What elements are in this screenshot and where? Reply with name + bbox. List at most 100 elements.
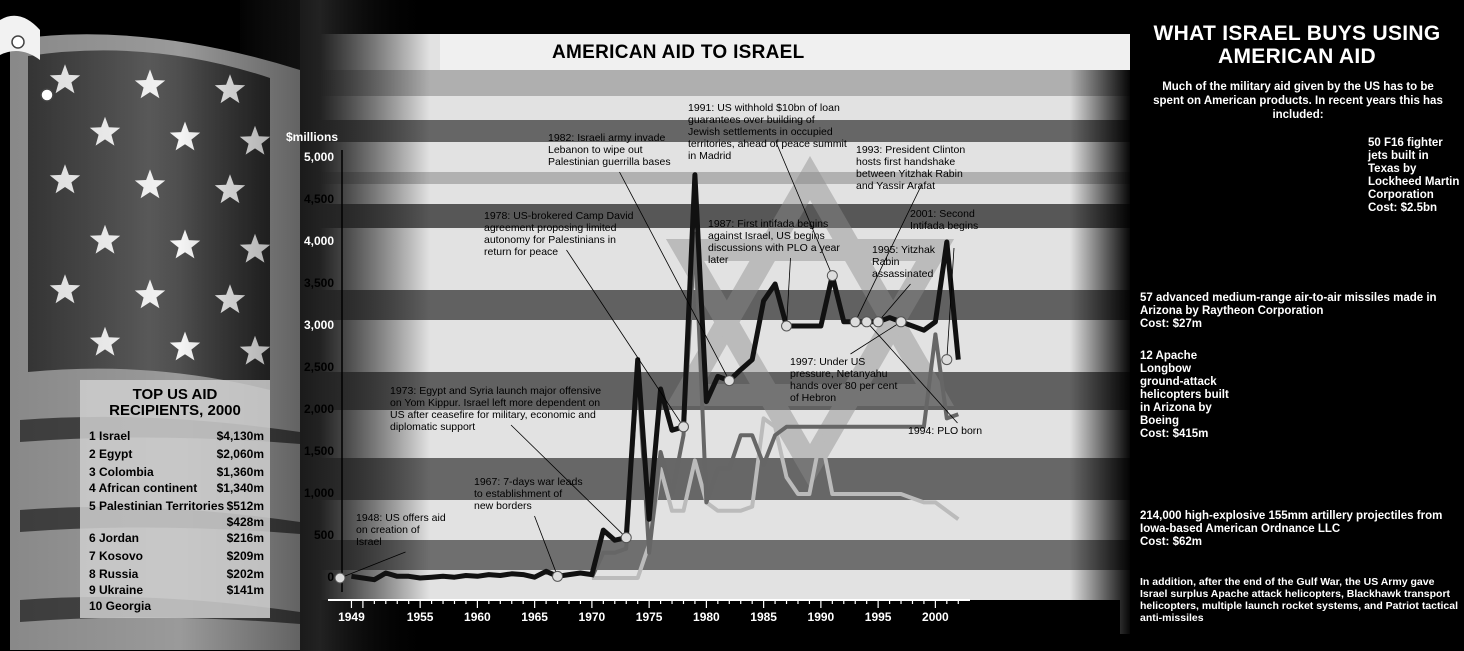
x-tick-label: 2000 xyxy=(922,610,949,624)
panel-footer: In addition, after the end of the Gulf W… xyxy=(1140,576,1459,624)
x-tick-label: 1985 xyxy=(750,610,777,624)
annotation-leader xyxy=(854,183,923,322)
recipient-name: 9 Ukraine xyxy=(89,583,144,597)
item-apache-desc: 12 Apache Longbow ground-attack helicopt… xyxy=(1140,350,1229,427)
annotation-marker xyxy=(723,375,735,387)
x-tick-label: 1949 xyxy=(338,610,365,624)
x-tick-label: 1960 xyxy=(464,610,491,624)
table-row: 4 African continent $1,340m xyxy=(82,481,268,499)
annotation-label: 1997: Under US pressure, Netanyahu hands… xyxy=(790,356,898,404)
recipient-name: 8 Russia xyxy=(89,567,139,581)
x-tick-label: 1980 xyxy=(693,610,720,624)
annotation-leader xyxy=(866,321,958,424)
item-apache-cost: Cost: $415m xyxy=(1140,428,1209,440)
table-row: 3 Colombia $1,360m xyxy=(82,465,268,483)
annotation-leader xyxy=(946,247,955,360)
annotation-leader xyxy=(877,283,911,323)
recipient-amount: $141m xyxy=(226,583,264,597)
recipient-name: 5 Palestinian Territories xyxy=(89,499,225,513)
table-title-line1: TOP US AID xyxy=(132,386,218,403)
annotation-marker xyxy=(620,532,632,544)
annotation-marker xyxy=(826,270,838,282)
annotation-marker xyxy=(781,320,793,332)
annotation-label: 1967: 7-days war leads to establishment … xyxy=(474,476,583,512)
plot-area xyxy=(328,141,970,608)
recipient-amount: $202m xyxy=(226,567,264,581)
annotation-label: 1973: Egypt and Syria launch major offen… xyxy=(390,385,602,433)
table-row: 8 Russia $202m xyxy=(82,567,268,585)
panel-title: WHAT ISRAEL BUYS USING AMERICAN AID xyxy=(1130,22,1464,68)
recipient-amount: $512m xyxy=(226,499,264,513)
recipient-amount: $4,130m xyxy=(216,429,264,443)
item-apache-text: 12 Apache Longbow ground-attack helicopt… xyxy=(1140,350,1236,441)
y-tick-label: 4,500 xyxy=(303,192,334,206)
annotation-leader xyxy=(850,321,902,355)
annotation-leader xyxy=(619,171,730,381)
item-artillery-text: 214,000 high-explosive 155mm artillery p… xyxy=(1140,510,1460,549)
item-missiles-cost: Cost: $27m xyxy=(1140,318,1202,330)
x-tick-label: 1970 xyxy=(578,610,606,624)
annotation-leader xyxy=(786,257,791,327)
table-row: 1 Israel $4,130m xyxy=(82,429,268,447)
x-tick-label: 1990 xyxy=(807,610,835,624)
annotation-leader xyxy=(339,551,406,579)
item-f16-desc: 50 F16 fighter jets built in Texas by Lo… xyxy=(1368,137,1460,201)
y-tick-label: 1,000 xyxy=(303,486,334,500)
table-row: $428m xyxy=(82,515,268,533)
y-tick-label: 4,000 xyxy=(303,234,334,248)
recipient-name: 6 Jordan xyxy=(89,531,140,545)
annotation-leader xyxy=(534,515,558,577)
item-missiles-desc: 57 advanced medium-range air-to-air miss… xyxy=(1140,292,1437,317)
table-title-line2: RECIPIENTS, 2000 xyxy=(109,402,241,419)
annotation-label: 1995: Yitzhak Rabin assassinated xyxy=(872,244,936,280)
annotation-marker xyxy=(334,572,346,584)
recipient-amount: $216m xyxy=(226,531,264,545)
recipient-amount: $428m xyxy=(226,515,264,529)
panel-intro: Much of the military aid given by the US… xyxy=(1153,81,1443,121)
y-tick-label: 5,000 xyxy=(303,150,334,164)
item-artillery-desc: 214,000 high-explosive 155mm artillery p… xyxy=(1140,510,1443,535)
annotation-marker xyxy=(861,316,873,328)
x-tick-label: 1955 xyxy=(406,610,434,624)
recipient-name: 7 Kosovo xyxy=(89,549,144,563)
annotation-marker xyxy=(552,570,564,582)
annotation-marker xyxy=(677,421,689,433)
annotation-label: 1948: US offers aid on creation of Israe… xyxy=(356,512,446,548)
recipient-amount: $2,060m xyxy=(216,447,264,461)
y-tick-label: 2,000 xyxy=(303,402,334,416)
annotation-marker xyxy=(849,316,861,328)
x-tick-label: 1975 xyxy=(635,610,663,624)
annotation-label: 1987: First intifada begins against Isra… xyxy=(708,218,840,266)
recipient-name: 1 Israel xyxy=(89,429,131,443)
recipient-amount: $209m xyxy=(226,549,264,563)
table-row: 9 Ukraine $141m xyxy=(82,583,268,601)
annotation-label: 1994: PLO born xyxy=(908,425,983,437)
y-tick-label: 3,000 xyxy=(303,318,334,332)
series-line-2 xyxy=(590,231,959,579)
annotation-leader xyxy=(775,141,833,276)
item-f16-text: 50 F16 fighter jets built in Texas by Lo… xyxy=(1368,137,1460,215)
recipient-name: 4 African continent xyxy=(89,481,198,495)
y-tick-label: 1,500 xyxy=(303,444,334,458)
table-row: 6 Jordan $216m xyxy=(82,531,268,549)
x-tick-label: 1995 xyxy=(864,610,892,624)
x-tick-label: 1965 xyxy=(521,610,548,624)
annotation-marker xyxy=(895,316,907,328)
recipient-name: 10 Georgia xyxy=(89,599,152,613)
recipient-amount: $1,360m xyxy=(216,465,264,479)
table-title: TOP US AID RECIPIENTS, 2000 xyxy=(82,387,268,419)
stripe-band xyxy=(250,120,1140,142)
table-row: 2 Egypt $2,060m xyxy=(82,447,268,465)
y-tick-label: 500 xyxy=(313,528,334,542)
annotation-label: 1982: Israeli army invade Lebanon to wip… xyxy=(548,132,671,168)
recipient-amount: $1,340m xyxy=(216,481,264,495)
table-row: 10 Georgia xyxy=(82,599,268,617)
item-artillery-cost: Cost: $62m xyxy=(1140,536,1202,548)
annotation-label: 1978: US-brokered Camp David agreement p… xyxy=(484,210,634,258)
table-row: 7 Kosovo $209m xyxy=(82,549,268,567)
chart-title: AMERICAN AID TO ISRAEL xyxy=(552,42,805,63)
top-aid-recipients-table: TOP US AID RECIPIENTS, 2000 1 Israel $4,1… xyxy=(82,383,268,617)
panel-title-line1: WHAT ISRAEL BUYS USING xyxy=(1153,22,1441,45)
annotation-label: 2001: Second Intifada begins xyxy=(910,208,979,232)
item-missiles-text: 57 advanced medium-range air-to-air miss… xyxy=(1140,292,1460,331)
